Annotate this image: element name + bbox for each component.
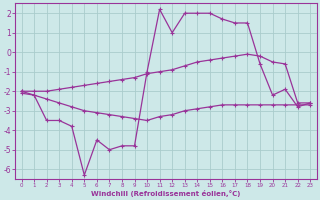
X-axis label: Windchill (Refroidissement éolien,°C): Windchill (Refroidissement éolien,°C) xyxy=(91,190,241,197)
